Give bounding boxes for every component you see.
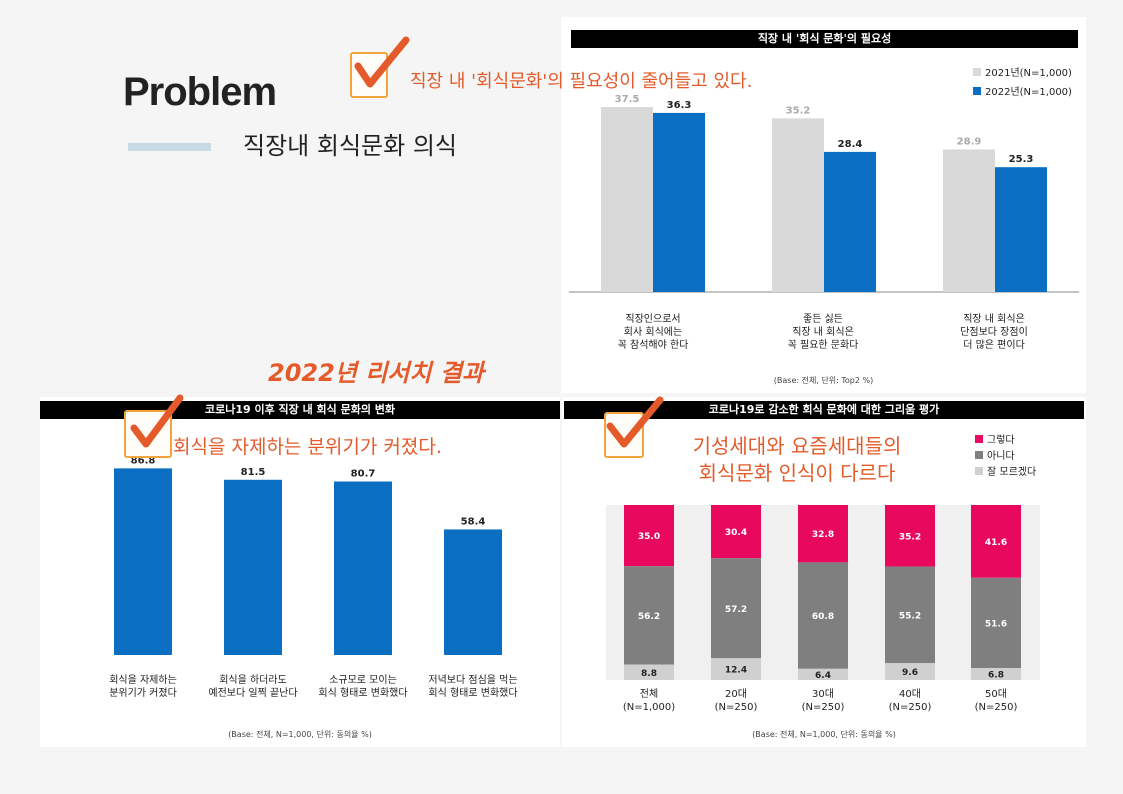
checkbox-icon xyxy=(350,36,410,98)
change-category-label: 소규모로 모이는 회식 형태로 변화했다 xyxy=(318,675,408,699)
bar-segment xyxy=(885,566,935,664)
bar-segment xyxy=(971,577,1021,669)
bar-segment xyxy=(885,505,935,567)
change-category-label: 저녁보다 점심을 먹는 회식 형태로 변화했다 xyxy=(428,675,518,699)
nostalgia-category-label: 전체 (N=1,000) xyxy=(622,689,676,713)
necessity-base-note: (Base: 전체, 단위: Top2 %) xyxy=(773,376,874,385)
legend-2021: 2021년(N=1,000) xyxy=(973,64,1072,79)
data-label: 6.8 xyxy=(988,671,1004,681)
data-label: 86.8 xyxy=(131,455,156,466)
data-label: 37.5 xyxy=(615,94,640,105)
nostalgia-category-label: 20대 (N=250) xyxy=(714,689,758,713)
data-label: 36.3 xyxy=(667,100,692,111)
legend-swatch-2022 xyxy=(973,86,981,95)
bar-segment xyxy=(624,664,674,680)
bar xyxy=(224,479,282,655)
data-label: 28.9 xyxy=(957,136,982,147)
bar xyxy=(653,112,705,292)
data-label: 35.2 xyxy=(786,105,811,116)
necessity-chart-panel: 직장 내 '회식 문화'의 필요성 37.5 35.2 28.9 36.3 28.4 25… xyxy=(561,17,1086,393)
nostalgia-category-label: 30대 (N=250) xyxy=(801,689,845,713)
legend-label-unsure: 잘 모르겠다 xyxy=(987,467,1037,478)
change-chart: 86.8 81.5 80.7 58.4 xyxy=(114,455,502,655)
data-label: 57.2 xyxy=(725,605,747,615)
data-label: 28.4 xyxy=(838,139,863,150)
nostalgia-chart: 35.0 56.2 8.8 30.4 57.2 12.4 32.8 60.8 6.4 35.2 55… xyxy=(606,505,1040,681)
bar-segment xyxy=(711,658,761,680)
legend-swatch-yes xyxy=(975,434,983,443)
bar-segment xyxy=(971,505,1021,578)
bar xyxy=(601,107,653,292)
page-title: Problem xyxy=(123,70,277,114)
research-label: 2022년 리서치 결과 xyxy=(268,359,484,387)
bar-segment xyxy=(971,668,1021,680)
generation-callout-line2: 회식문화 인식이 다르다 xyxy=(698,461,896,485)
data-label: 8.8 xyxy=(641,669,657,679)
change-base-note: (Base: 전체, N=1,000, 단위: 동의율 %) xyxy=(228,730,372,739)
data-label: 25.3 xyxy=(1009,154,1034,165)
legend-unsure: 잘 모르겠다 xyxy=(975,463,1036,478)
data-label: 9.6 xyxy=(902,668,918,678)
legend-label-2021: 2021년(N=1,000) xyxy=(985,68,1072,79)
bar xyxy=(943,149,995,292)
bar-segment xyxy=(711,505,761,559)
necessity-chart: 37.5 35.2 28.9 36.3 28.4 25.3 xyxy=(569,94,1079,293)
data-label: 81.5 xyxy=(241,467,266,478)
bar xyxy=(772,118,824,292)
necessity-category-label: 직장 내 회식은 단점보다 장점이 더 많은 편이다 xyxy=(960,314,1028,351)
legend-no: 아니다 xyxy=(975,447,1015,462)
data-label: 6.4 xyxy=(815,671,831,681)
data-label: 60.8 xyxy=(812,612,834,622)
bar-segment xyxy=(885,663,935,680)
nostalgia-base-note: (Base: 전체, N=1,000, 단위: 동의율 %) xyxy=(752,730,896,739)
title-underline xyxy=(128,143,211,151)
data-label: 58.4 xyxy=(461,516,486,527)
bar xyxy=(334,481,392,655)
data-label: 51.6 xyxy=(985,619,1007,629)
bar-segment xyxy=(624,505,674,567)
necessity-category-label: 직장인으로서 회사 회식에는 꼭 참석해야 한다 xyxy=(617,314,689,351)
data-label: 12.4 xyxy=(725,666,747,676)
legend-label-yes: 그렇다 xyxy=(987,435,1015,446)
nostalgia-chart-title: 코로나19로 감소한 회식 문화에 대한 그리움 평가 xyxy=(564,401,1084,419)
data-label: 55.2 xyxy=(899,611,921,621)
data-label: 35.0 xyxy=(638,532,660,542)
generation-callout-line1: 기성세대와 요즘세대들의 xyxy=(692,434,902,458)
necessity-callout: 직장 내 '회식문화'의 필요성이 줄어들고 있다. xyxy=(410,71,753,92)
legend-swatch-no xyxy=(975,450,983,459)
bar xyxy=(114,468,172,655)
legend-swatch-unsure xyxy=(975,466,983,475)
bar-segment xyxy=(711,558,761,659)
change-callout: 회식을 자제하는 분위기가 커졌다. xyxy=(173,436,442,458)
bar-segment xyxy=(798,505,848,563)
bar-segment xyxy=(798,562,848,669)
checkbox-icon xyxy=(124,394,184,458)
legend-swatch-2021 xyxy=(973,67,981,76)
change-category-label: 회식을 자제하는 분위기가 커졌다 xyxy=(109,675,177,699)
necessity-category-label: 좋든 싫든 직장 내 회식은 꼭 필요한 문화다 xyxy=(787,314,859,351)
data-label: 35.2 xyxy=(899,532,921,542)
data-label: 32.8 xyxy=(812,530,834,540)
data-label: 41.6 xyxy=(985,538,1007,548)
legend-label-2022: 2022년(N=1,000) xyxy=(985,87,1072,98)
bar xyxy=(824,151,876,292)
legend-2022: 2022년(N=1,000) xyxy=(973,83,1072,98)
page-subtitle: 직장내 회식문화 의식 xyxy=(243,132,457,160)
bar-segment xyxy=(798,668,848,680)
necessity-chart-title: 직장 내 '회식 문화'의 필요성 xyxy=(571,30,1078,48)
nostalgia-chart-panel: 코로나19로 감소한 회식 문화에 대한 그리움 평가 35.0 56.2 8.8 3… xyxy=(562,397,1086,747)
bar-segment xyxy=(624,566,674,665)
bar xyxy=(444,529,502,655)
nostalgia-category-label: 50대 (N=250) xyxy=(974,689,1018,713)
nostalgia-category-label: 40대 (N=250) xyxy=(888,689,932,713)
bar xyxy=(995,167,1047,292)
legend-yes: 그렇다 xyxy=(975,431,1015,446)
checkbox-icon xyxy=(604,396,664,458)
data-label: 80.7 xyxy=(351,468,376,479)
legend-label-no: 아니다 xyxy=(987,451,1015,462)
change-category-label: 회식을 하더라도 예전보다 일찍 끝난다 xyxy=(208,675,298,699)
data-label: 30.4 xyxy=(725,528,747,538)
data-label: 56.2 xyxy=(638,612,660,622)
